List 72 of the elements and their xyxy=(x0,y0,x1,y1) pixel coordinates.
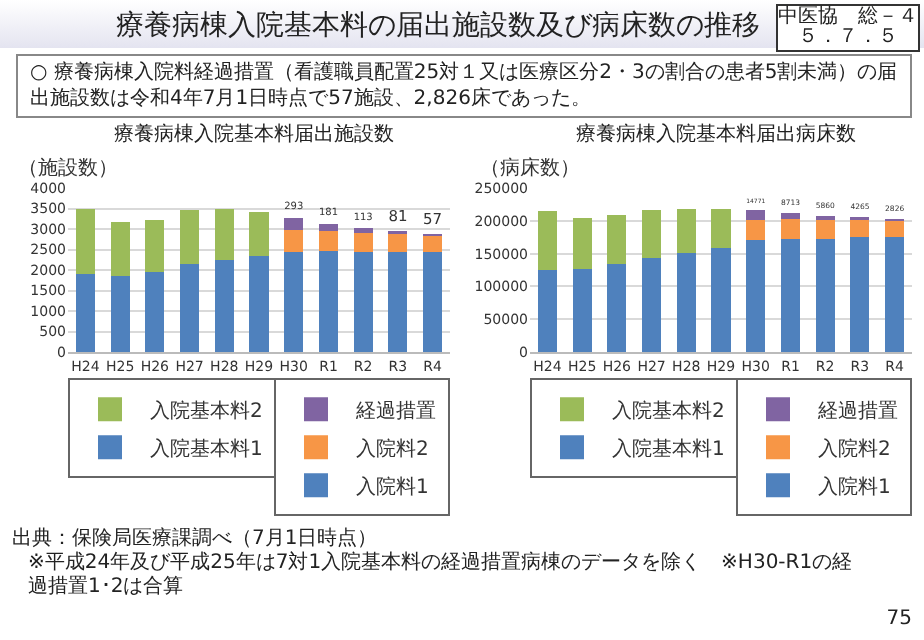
bar xyxy=(353,233,373,252)
bar xyxy=(850,220,870,238)
bar xyxy=(711,209,731,248)
text: ５．７．５ xyxy=(796,26,900,48)
legend-label: 入院基本料2 xyxy=(612,399,725,424)
bar xyxy=(249,256,269,352)
bar xyxy=(572,218,592,270)
bar xyxy=(537,210,557,270)
bar xyxy=(572,269,592,352)
bar xyxy=(110,222,130,277)
legend-label: 入院料2 xyxy=(356,437,429,462)
bar xyxy=(607,214,627,265)
bar xyxy=(75,274,95,352)
bar xyxy=(284,217,304,230)
bar xyxy=(607,264,627,352)
bar xyxy=(885,220,905,238)
bar xyxy=(780,238,800,352)
legend-label: 入院料2 xyxy=(818,437,891,462)
bar xyxy=(537,270,557,352)
bar xyxy=(746,240,766,352)
bar xyxy=(780,218,800,239)
bar xyxy=(214,259,234,352)
bar xyxy=(388,234,408,252)
bar xyxy=(353,251,373,352)
bar xyxy=(214,209,234,260)
bar xyxy=(388,251,408,352)
text: 中医協 総－４ xyxy=(778,6,918,28)
data-label: 81 xyxy=(388,207,408,226)
bar xyxy=(423,235,443,252)
bar xyxy=(284,229,304,252)
text: 療養病棟入院基本料の届出施設数及び病床数の推移 xyxy=(116,8,760,44)
bar xyxy=(885,237,905,352)
bar xyxy=(318,251,338,352)
bar xyxy=(815,220,835,239)
source-note: 出典：保険局医療課調べ（7月1日時点） xyxy=(12,528,380,551)
bar xyxy=(642,210,662,258)
bar xyxy=(746,210,766,221)
text: 75 xyxy=(886,608,912,630)
bar xyxy=(676,252,696,352)
bar xyxy=(318,223,338,232)
y-axis-title: （施設数） xyxy=(18,156,118,180)
legend-label: 入院基本料1 xyxy=(150,437,263,462)
bar xyxy=(815,238,835,352)
data-label: 57 xyxy=(423,209,443,228)
legend-label: 入院料1 xyxy=(818,475,891,500)
bar xyxy=(75,208,95,275)
bar xyxy=(850,237,870,352)
legend-label: 経過措置 xyxy=(354,399,436,424)
bar xyxy=(249,211,269,257)
bar xyxy=(180,210,200,264)
y-axis-title: （病床数） xyxy=(480,156,580,180)
legend-label: 入院基本料2 xyxy=(150,399,263,424)
text: ○ 療養病棟入院料経過措置（看護職員配置25対１又は医療区分2・3の割合の患者5割未満）の届出施設数は令和4年7月1日時点で57施設、2,826床であった。 xyxy=(16,54,912,118)
legend-label: 入院基本料1 xyxy=(612,437,725,462)
bar xyxy=(642,257,662,352)
legend-label: 入院料1 xyxy=(356,475,429,500)
bar xyxy=(145,219,165,273)
bar xyxy=(780,213,800,219)
bar xyxy=(145,272,165,352)
bar xyxy=(746,220,766,241)
chart-title: 療養病棟入院基本料届出病床数 xyxy=(576,122,857,147)
legend-label: 経過措置 xyxy=(816,399,898,424)
chart-title: 療養病棟入院基本料届出施設数 xyxy=(114,122,395,147)
bar xyxy=(711,247,731,352)
bar xyxy=(284,251,304,352)
bar xyxy=(676,209,696,253)
bar xyxy=(110,276,130,352)
bar xyxy=(423,251,443,352)
bar xyxy=(318,231,338,252)
bar xyxy=(353,228,373,234)
bar xyxy=(180,263,200,352)
text: ※平成24年及び平成25年は7対1入院基本料の経過措置病棟のデータを除く ※H30-R1の経過措置1･2は合算 xyxy=(28,552,855,600)
